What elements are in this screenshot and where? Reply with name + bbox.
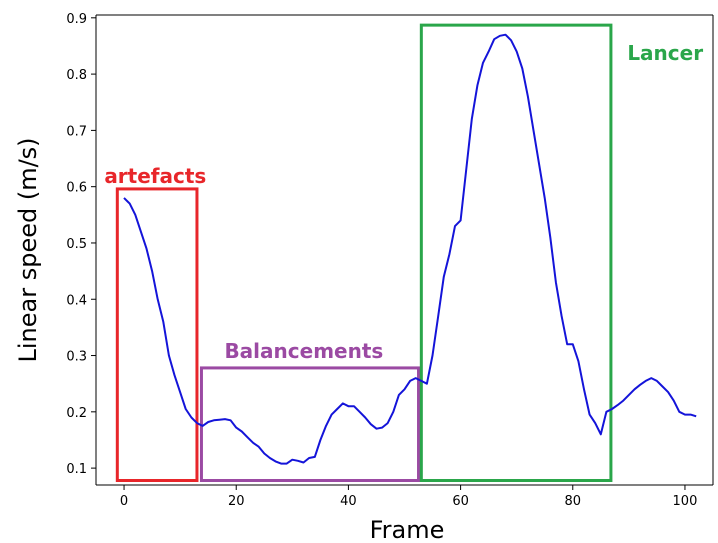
y-tick-label: 0.5	[66, 237, 87, 252]
y-tick-label: 0.1	[66, 462, 87, 477]
y-tick-label: 0.9	[66, 12, 87, 27]
y-tick-label: 0.6	[66, 181, 87, 196]
annotation-label-lancer: Lancer	[627, 41, 703, 65]
x-tick-label: 60	[452, 494, 469, 509]
y-tick-label: 0.7	[66, 124, 87, 139]
series-layer	[123, 33, 697, 465]
x-axis-title: Frame	[370, 516, 445, 543]
y-tick-label: 0.8	[66, 68, 87, 83]
axes-frame	[95, 14, 714, 486]
y-tick-label: 0.2	[66, 406, 87, 421]
y-tick-label: 0.3	[66, 350, 87, 365]
y-axis-ticks: 0.1 0.2 0.3 0.4 0.5 0.6 0.7 0.8 0.9	[66, 12, 96, 477]
annotation-box-artefacts	[115, 187, 199, 482]
y-axis-title: Linear speed (m/s)	[14, 137, 42, 362]
x-tick-label: 100	[673, 494, 698, 509]
y-tick-label: 0.4	[66, 293, 87, 308]
annotation-box-lancer	[419, 23, 613, 482]
annotation-label-artefacts: artefacts	[104, 164, 206, 188]
annotation-layer: artefacts Balancements Lancer	[104, 23, 703, 482]
x-axis-ticks: 0 20 40 60 80 100	[120, 485, 697, 509]
x-tick-label: 80	[564, 494, 581, 509]
speed-series-line	[123, 33, 697, 465]
x-tick-label: 0	[120, 494, 128, 509]
x-tick-label: 40	[340, 494, 357, 509]
x-tick-label: 20	[228, 494, 245, 509]
annotation-label-balancements: Balancements	[224, 339, 383, 363]
